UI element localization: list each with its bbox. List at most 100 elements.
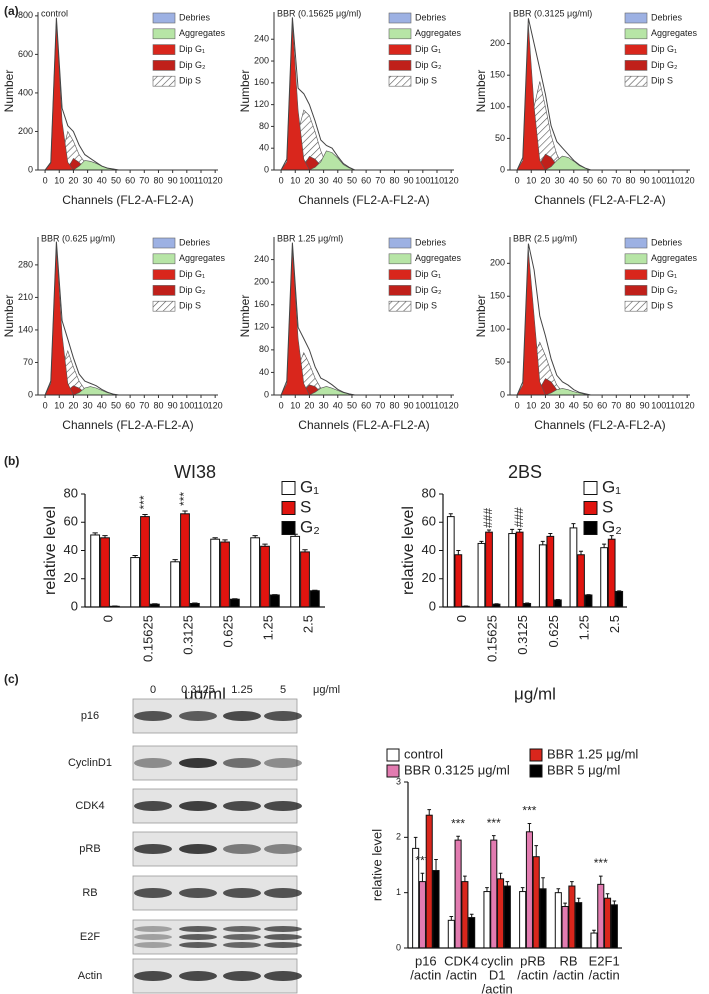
y-axis-label: Number [474,295,488,338]
legend-label: G₂ [602,517,622,536]
chart-title: BBR 1.25 μg/ml) [277,233,343,243]
blot-column-label: 5 [280,684,286,696]
x-tick-label: /actin [589,967,620,982]
error-bar [479,540,484,544]
y-tick-label: 150 [490,291,505,301]
legend-swatch [583,521,598,535]
annotation: *** [487,816,501,830]
x-tick-label: 90 [640,400,650,410]
bar [615,590,624,608]
x-tick-label: 50 [347,400,357,410]
chart-title: control [41,8,68,18]
x-tick-label: D1 [489,967,506,982]
x-tick-label: 60 [597,175,607,185]
error-bar [598,875,603,885]
legend-swatch [388,285,412,296]
y-tick-label: 0 [264,389,269,399]
chart-title: WI38 [174,462,216,482]
x-tick-label: 50 [583,175,593,185]
bar [584,594,593,608]
y-tick-label: 1 [396,887,401,897]
x-tick-label: 110 [430,400,444,410]
x-tick-label: 1.25 [260,615,275,640]
bar [260,545,270,608]
bar [546,535,555,608]
error-bar [102,535,108,538]
x-tick-label: 100 [651,400,666,410]
legend-label: Dip S [179,301,201,311]
x-tick-label: 0 [279,400,284,410]
area [516,250,597,396]
legend-swatch [583,481,598,495]
blot-band [264,934,302,940]
bar [180,513,190,608]
legend-swatch [388,44,412,55]
legend-label: BBR 5 μg/ml [547,762,620,777]
x-tick-label: 2.5 [300,615,315,633]
x-tick-label: 60 [125,400,135,410]
panel-label: (a) [4,4,19,18]
legend-label: BBR 1.25 μg/ml [547,746,638,761]
x-tick-label: 110 [194,175,208,185]
x-tick-label: 120 [444,400,459,410]
x-tick-label: 30 [555,400,565,410]
x-tick-label: 70 [375,175,385,185]
bar [250,537,261,608]
outline [280,17,361,171]
blot-band [223,801,261,811]
bar [538,544,547,608]
x-tick-label: 10 [54,400,64,410]
blot-band [264,926,302,932]
y-axis-label: Number [238,295,252,338]
bar [610,904,618,949]
y-tick-label: 240 [254,254,269,264]
error-bar [434,858,438,871]
x-tick-label: 0 [100,615,115,622]
error-bar [617,590,622,592]
bar [569,527,578,608]
x-tick-label: 40 [569,175,579,185]
error-bar [486,529,492,533]
y-tick-label: 200 [254,55,269,65]
blot-band [179,711,217,721]
x-tick-label: 10 [526,175,536,185]
bar [503,885,511,949]
x-tick-label: 70 [139,175,149,185]
y-axis-label: relative level [42,506,59,595]
y-tick-label: 0 [28,164,33,174]
bar [418,881,426,949]
error-bar [556,888,561,893]
error-bar [498,872,503,879]
x-tick-label: 0.3125 [515,615,530,655]
legend-swatch [624,300,648,312]
y-axis-label: Number [238,70,252,113]
x-tick-label: 40 [97,400,107,410]
x-tick-label: /actin [482,981,513,994]
x-tick-label: 120 [208,400,223,410]
legend-swatch [388,28,412,40]
legend-swatch [388,237,412,249]
x-tick-label: 10 [290,400,300,410]
error-bar [312,589,318,591]
blot-row-label: E2F [80,931,100,943]
x-tick-label: 30 [555,175,565,185]
x-tick-label: 50 [347,175,357,185]
blot-band [134,844,172,854]
legend-label: Dip G₁ [415,269,441,279]
x-tick-label: 0 [43,175,48,185]
x-tick-label: 70 [139,400,149,410]
blot-unit: μg/ml [313,684,340,696]
annotation: ### [512,507,526,527]
legend-swatch [386,764,400,778]
bar [432,870,440,949]
outline [516,243,597,396]
x-axis-label: Channels (FL2-A-FL2-A) [534,418,665,432]
annotation: *** [177,492,191,506]
x-tick-label: 10 [54,175,64,185]
legend-label: Dip S [651,301,673,311]
y-axis-label: Number [2,70,16,113]
blot-band [223,942,261,948]
error-bar [505,881,510,887]
blot-band [264,971,302,981]
legend-swatch [624,237,648,249]
